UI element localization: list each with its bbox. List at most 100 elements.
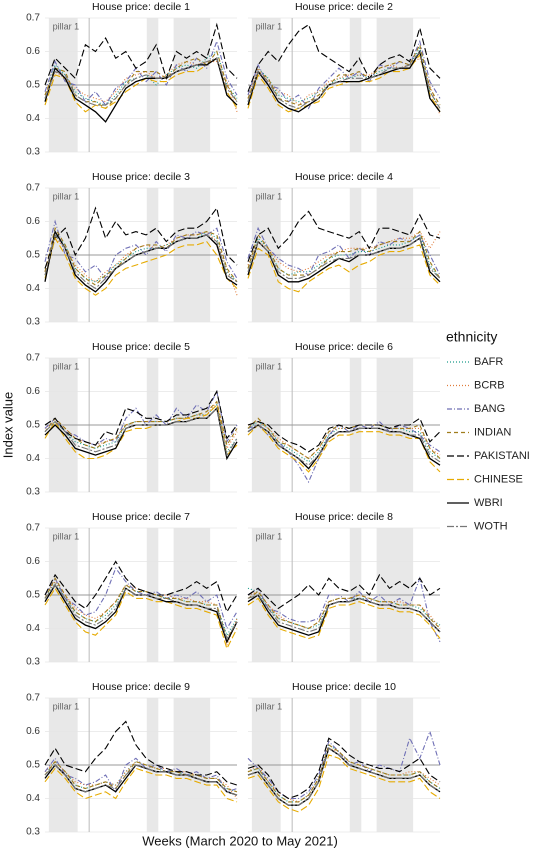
legend-label: WBRI <box>474 497 503 509</box>
x-axis-label: Weeks (March 2020 to May 2021) <box>142 833 338 848</box>
annotation: pillar 1 <box>256 361 283 371</box>
series-line <box>247 49 441 113</box>
series-line <box>247 594 441 633</box>
series-line <box>44 226 238 286</box>
legend-label: BANG <box>474 403 505 415</box>
series-line <box>247 737 441 800</box>
y-tick-label: 0.6 <box>26 386 40 397</box>
series-line <box>247 754 441 813</box>
series-line <box>247 230 441 279</box>
series-line <box>247 424 441 473</box>
series-line <box>44 720 238 786</box>
series-line <box>247 210 441 262</box>
legend-label: PAKISTANI <box>474 450 530 462</box>
panel-title: House price: decile 1 <box>92 1 190 13</box>
series-line <box>44 407 238 457</box>
y-tick-label: 0.5 <box>26 420 40 431</box>
y-tick-label: 0.3 <box>26 317 40 328</box>
series-line <box>44 206 238 269</box>
series-line <box>44 22 238 86</box>
series-line <box>44 219 238 280</box>
annotation: pillar 1 <box>53 191 80 201</box>
panel-title: House price: decile 4 <box>295 171 393 183</box>
y-tick-label: 0.4 <box>26 283 40 294</box>
series-line <box>247 417 441 460</box>
annotation: pillar 1 <box>256 701 283 711</box>
y-tick-label: 0.7 <box>26 13 40 24</box>
series-line <box>247 417 441 453</box>
series-line <box>44 577 238 640</box>
annotation: pillar 1 <box>53 21 80 31</box>
series-line <box>247 573 441 610</box>
panel-title: House price: decile 9 <box>92 681 190 693</box>
series-line <box>247 420 441 460</box>
annotation: pillar 1 <box>53 531 80 541</box>
legend-label: WOTH <box>474 520 508 532</box>
series-line <box>44 50 238 106</box>
annotation: pillar 1 <box>256 21 283 31</box>
series-line <box>44 50 238 110</box>
panel-title: House price: decile 2 <box>295 1 393 13</box>
series-line <box>247 244 441 293</box>
series-line <box>247 23 441 92</box>
annotation: pillar 1 <box>53 701 80 711</box>
series-line <box>247 597 441 640</box>
series-line <box>44 57 238 123</box>
series-line <box>247 237 441 283</box>
panel-title: House price: decile 10 <box>292 681 396 693</box>
series-line <box>44 57 238 106</box>
series-line <box>44 39 238 107</box>
series-line <box>44 403 238 454</box>
series-line <box>44 390 238 446</box>
series-line <box>44 57 238 113</box>
series-line <box>44 760 238 793</box>
series-line <box>44 767 238 803</box>
annotation: pillar 1 <box>256 191 283 201</box>
y-tick-label: 0.4 <box>26 623 40 634</box>
y-tick-label: 0.5 <box>26 590 40 601</box>
y-tick-label: 0.7 <box>26 693 40 704</box>
panel-title: House price: decile 7 <box>92 511 190 523</box>
series-line <box>247 594 441 636</box>
y-tick-label: 0.6 <box>26 556 40 567</box>
series-line <box>44 764 238 796</box>
series-line <box>44 233 238 290</box>
legend-label: CHINESE <box>474 473 523 485</box>
y-tick-label: 0.5 <box>26 760 40 771</box>
y-tick-label: 0.3 <box>26 827 40 838</box>
series-line <box>247 590 441 630</box>
series-line <box>247 747 441 806</box>
series-line <box>247 237 441 279</box>
panel-title: House price: decile 6 <box>295 341 393 353</box>
y-tick-label: 0.5 <box>26 250 40 261</box>
y-tick-label: 0.3 <box>26 147 40 158</box>
y-tick-label: 0.6 <box>26 726 40 737</box>
y-tick-label: 0.4 <box>26 793 40 804</box>
y-axis-label: Index value <box>0 392 15 459</box>
y-tick-label: 0.3 <box>26 657 40 668</box>
annotation: pillar 1 <box>53 361 80 371</box>
series-line <box>44 230 238 283</box>
y-tick-label: 0.6 <box>26 46 40 57</box>
series-line <box>44 587 238 651</box>
series-line <box>44 403 238 460</box>
legend-label: BCRB <box>474 379 505 391</box>
y-tick-label: 0.5 <box>26 80 40 91</box>
legend-label: BAFR <box>474 356 503 368</box>
series-line <box>44 560 238 614</box>
y-tick-label: 0.4 <box>26 113 40 124</box>
legend-label: INDIAN <box>474 426 511 438</box>
series-line <box>44 389 238 446</box>
series-line <box>44 760 238 793</box>
y-tick-label: 0.7 <box>26 353 40 364</box>
y-tick-label: 0.3 <box>26 487 40 498</box>
y-tick-label: 0.4 <box>26 453 40 464</box>
legend-title: ethnicity <box>446 329 497 345</box>
series-line <box>44 583 238 640</box>
series-line <box>247 424 441 466</box>
panel-title: House price: decile 8 <box>295 511 393 523</box>
annotation: pillar 1 <box>256 531 283 541</box>
panel-title: House price: decile 5 <box>92 341 190 353</box>
y-tick-label: 0.7 <box>26 183 40 194</box>
